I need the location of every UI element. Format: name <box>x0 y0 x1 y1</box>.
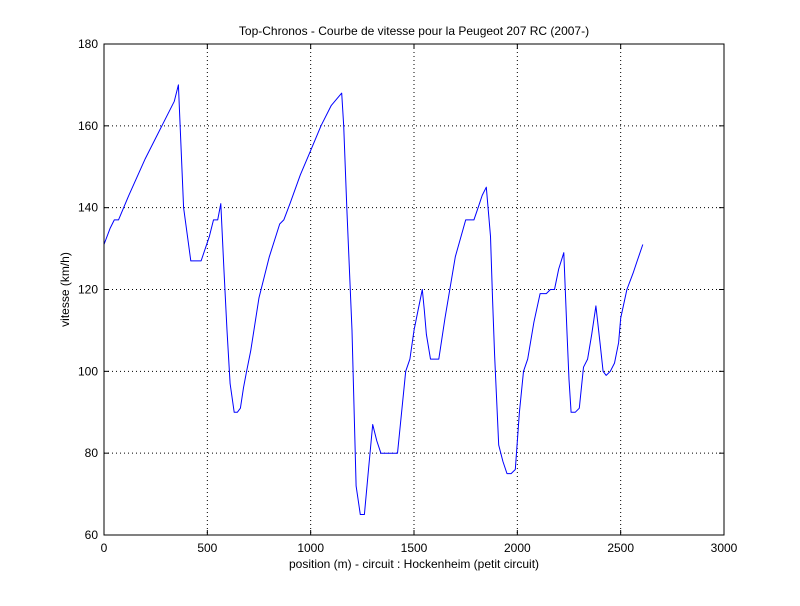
x-tick-label: 2000 <box>504 541 531 555</box>
y-tick-label: 120 <box>78 283 98 297</box>
x-tick-label: 1000 <box>297 541 324 555</box>
x-axis-title: position (m) - circuit : Hockenheim (pet… <box>289 557 539 571</box>
y-tick-label: 100 <box>78 364 98 378</box>
x-tick-label: 2500 <box>607 541 634 555</box>
grid-lines <box>104 44 724 535</box>
x-tick-label: 0 <box>101 541 108 555</box>
y-tick-label: 60 <box>85 528 99 542</box>
chart-title: Top-Chronos - Courbe de vitesse pour la … <box>239 24 589 38</box>
x-tick-label: 500 <box>197 541 217 555</box>
speed-series-line <box>103 84 644 515</box>
y-tick-label: 80 <box>85 446 99 460</box>
tick-labels: 0 500 1000 1500 2000 2500 3000 60 80 100 120 140 160… <box>78 37 738 555</box>
y-tick-label: 140 <box>78 201 98 215</box>
y-axis-title: vitesse (km/h) <box>58 252 72 327</box>
y-tick-label: 160 <box>78 119 98 133</box>
x-tick-label: 1500 <box>401 541 428 555</box>
series-lines <box>103 84 644 515</box>
plot-frame <box>103 43 725 536</box>
x-tick-label: 3000 <box>711 541 738 555</box>
y-tick-label: 180 <box>78 37 98 51</box>
